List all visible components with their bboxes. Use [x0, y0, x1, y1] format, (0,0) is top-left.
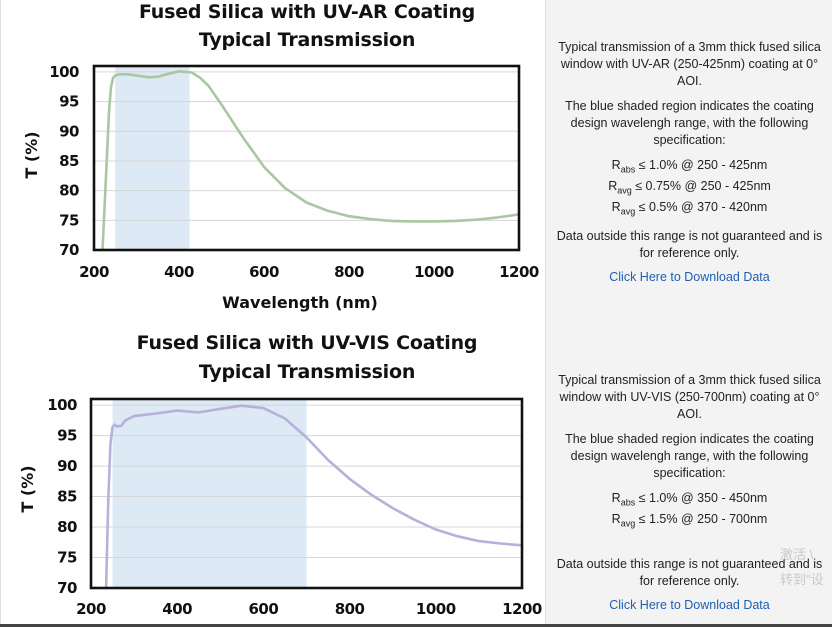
spec-list: Rabs ≤ 1.0% @ 350 - 450nm Ravg ≤ 1.5% @ …	[551, 490, 828, 532]
download-data-link[interactable]: Click Here to Download Data	[609, 598, 770, 612]
y-tick-label: 90	[57, 457, 77, 475]
product-chart-row-uv-ar: Fused Silica with UV-AR Coating Typical …	[0, 0, 832, 324]
spec-list: Rabs ≤ 1.0% @ 250 - 425nm Ravg ≤ 0.75% @…	[551, 157, 828, 220]
description-intro: Typical transmission of a 3mm thick fuse…	[558, 373, 821, 421]
x-tick-label: 800	[334, 263, 364, 281]
x-tick-label: 1000	[414, 263, 454, 281]
y-tick-label: 85	[57, 488, 77, 506]
chart-cell-uv-ar: Fused Silica with UV-AR Coating Typical …	[0, 0, 545, 324]
y-tick-label: 80	[59, 182, 79, 200]
chart-title-line2: Typical Transmission	[199, 361, 415, 383]
transmission-chart-uv-ar: Fused Silica with UV-AR Coating Typical …	[22, 1, 539, 312]
description-block: Typical transmission of a 3mm thick fuse…	[546, 39, 832, 286]
x-tick-label: 200	[76, 600, 106, 618]
x-tick-label: 1200	[499, 263, 539, 281]
y-axis-label: T (%)	[22, 131, 41, 178]
coating-range-shade	[115, 66, 190, 250]
y-tick-label: 90	[59, 122, 79, 140]
chart-cell-uv-vis: Fused Silica with UV-VIS Coating Typical…	[0, 324, 545, 624]
y-tick-label: 70	[57, 579, 77, 597]
plot-frame	[89, 397, 524, 590]
coating-range-shade	[112, 399, 307, 588]
x-axis-label: Wavelength (nm)	[222, 293, 378, 312]
description-cell-uv-vis: Typical transmission of a 3mm thick fuse…	[545, 324, 832, 624]
description-intro: Typical transmission of a 3mm thick fuse…	[558, 40, 821, 88]
y-tick-label: 75	[57, 549, 77, 567]
disclaimer-text: Data outside this range is not guarantee…	[556, 557, 823, 588]
description-cell-uv-ar: Typical transmission of a 3mm thick fuse…	[545, 0, 832, 324]
x-tick-label: 1000	[416, 600, 456, 618]
chart-title-line2: Typical Transmission	[199, 29, 415, 51]
transmission-series-line	[101, 70, 521, 252]
x-tick-label: 600	[248, 600, 278, 618]
description-block: Typical transmission of a 3mm thick fuse…	[546, 372, 832, 614]
spec-item: Ravg ≤ 1.5% @ 250 - 700nm	[611, 512, 768, 529]
shaded-region-note: The blue shaded region indicates the coa…	[565, 432, 814, 480]
transmission-series-line	[104, 404, 524, 590]
y-tick-label: 85	[59, 152, 79, 170]
x-tick-label: 400	[162, 600, 192, 618]
spec-item: Rabs ≤ 1.0% @ 350 - 450nm	[611, 491, 768, 508]
shaded-region-note: The blue shaded region indicates the coa…	[565, 99, 814, 147]
y-tick-label: 75	[59, 211, 79, 229]
chart-title-line1: Fused Silica with UV-VIS Coating	[137, 332, 478, 354]
disclaimer-text: Data outside this range is not guarantee…	[556, 229, 823, 260]
x-tick-label: 800	[335, 600, 365, 618]
chart-title-line1: Fused Silica with UV-AR Coating	[139, 1, 475, 23]
x-tick-label: 600	[249, 263, 279, 281]
plot-frame	[92, 64, 521, 252]
os-activation-watermark: 激活 \	[780, 547, 814, 562]
y-tick-label: 95	[59, 93, 79, 111]
y-tick-label: 80	[57, 518, 77, 536]
spec-item: Rabs ≤ 1.0% @ 250 - 425nm	[611, 158, 768, 175]
product-chart-row-uv-vis: Fused Silica with UV-VIS Coating Typical…	[0, 324, 832, 624]
x-tick-label: 1200	[502, 600, 542, 618]
y-tick-label: 70	[59, 241, 79, 259]
os-activation-watermark: 转到"设	[780, 572, 824, 587]
y-tick-label: 100	[47, 396, 77, 414]
y-axis-label: T (%)	[18, 465, 37, 512]
page-bottom-edge	[0, 624, 832, 627]
y-tick-label: 95	[57, 427, 77, 445]
spec-item: Ravg ≤ 0.5% @ 370 - 420nm	[611, 200, 768, 217]
transmission-chart-uv-vis: Fused Silica with UV-VIS Coating Typical…	[18, 332, 542, 618]
spec-item: Ravg ≤ 0.75% @ 250 - 425nm	[608, 179, 771, 196]
x-tick-label: 400	[164, 263, 194, 281]
download-data-link[interactable]: Click Here to Download Data	[609, 270, 770, 284]
x-tick-label: 200	[79, 263, 109, 281]
y-tick-label: 100	[49, 63, 79, 81]
